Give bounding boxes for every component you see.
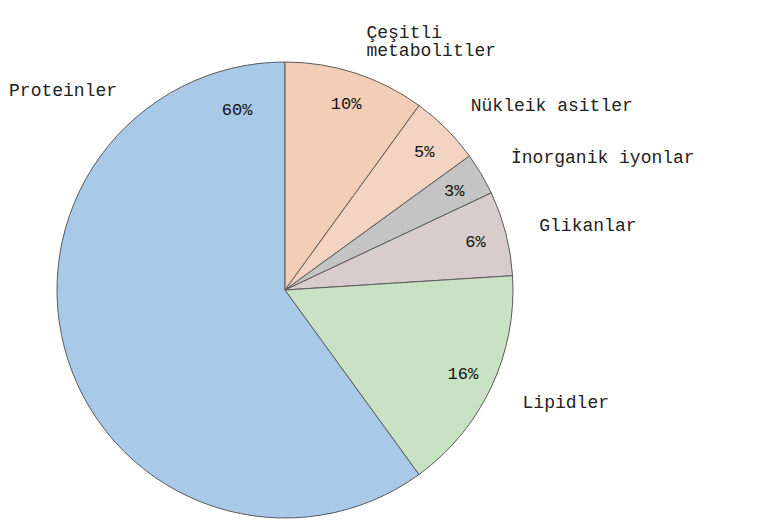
svg-text:Proteinler: Proteinler xyxy=(9,81,117,101)
svg-text:10%: 10% xyxy=(331,95,362,114)
svg-text:Nükleik asitler: Nükleik asitler xyxy=(471,96,633,116)
svg-text:16%: 16% xyxy=(448,365,479,384)
svg-text:Çeşitlimetabolitler: Çeşitlimetabolitler xyxy=(366,23,496,61)
svg-text:İnorganik iyonlar: İnorganik iyonlar xyxy=(511,148,695,168)
svg-text:5%: 5% xyxy=(414,143,435,162)
svg-text:60%: 60% xyxy=(222,101,253,120)
svg-text:3%: 3% xyxy=(444,182,465,201)
svg-text:6%: 6% xyxy=(465,233,486,252)
svg-text:Glikanlar: Glikanlar xyxy=(539,216,636,236)
svg-text:Lipidler: Lipidler xyxy=(523,393,609,413)
